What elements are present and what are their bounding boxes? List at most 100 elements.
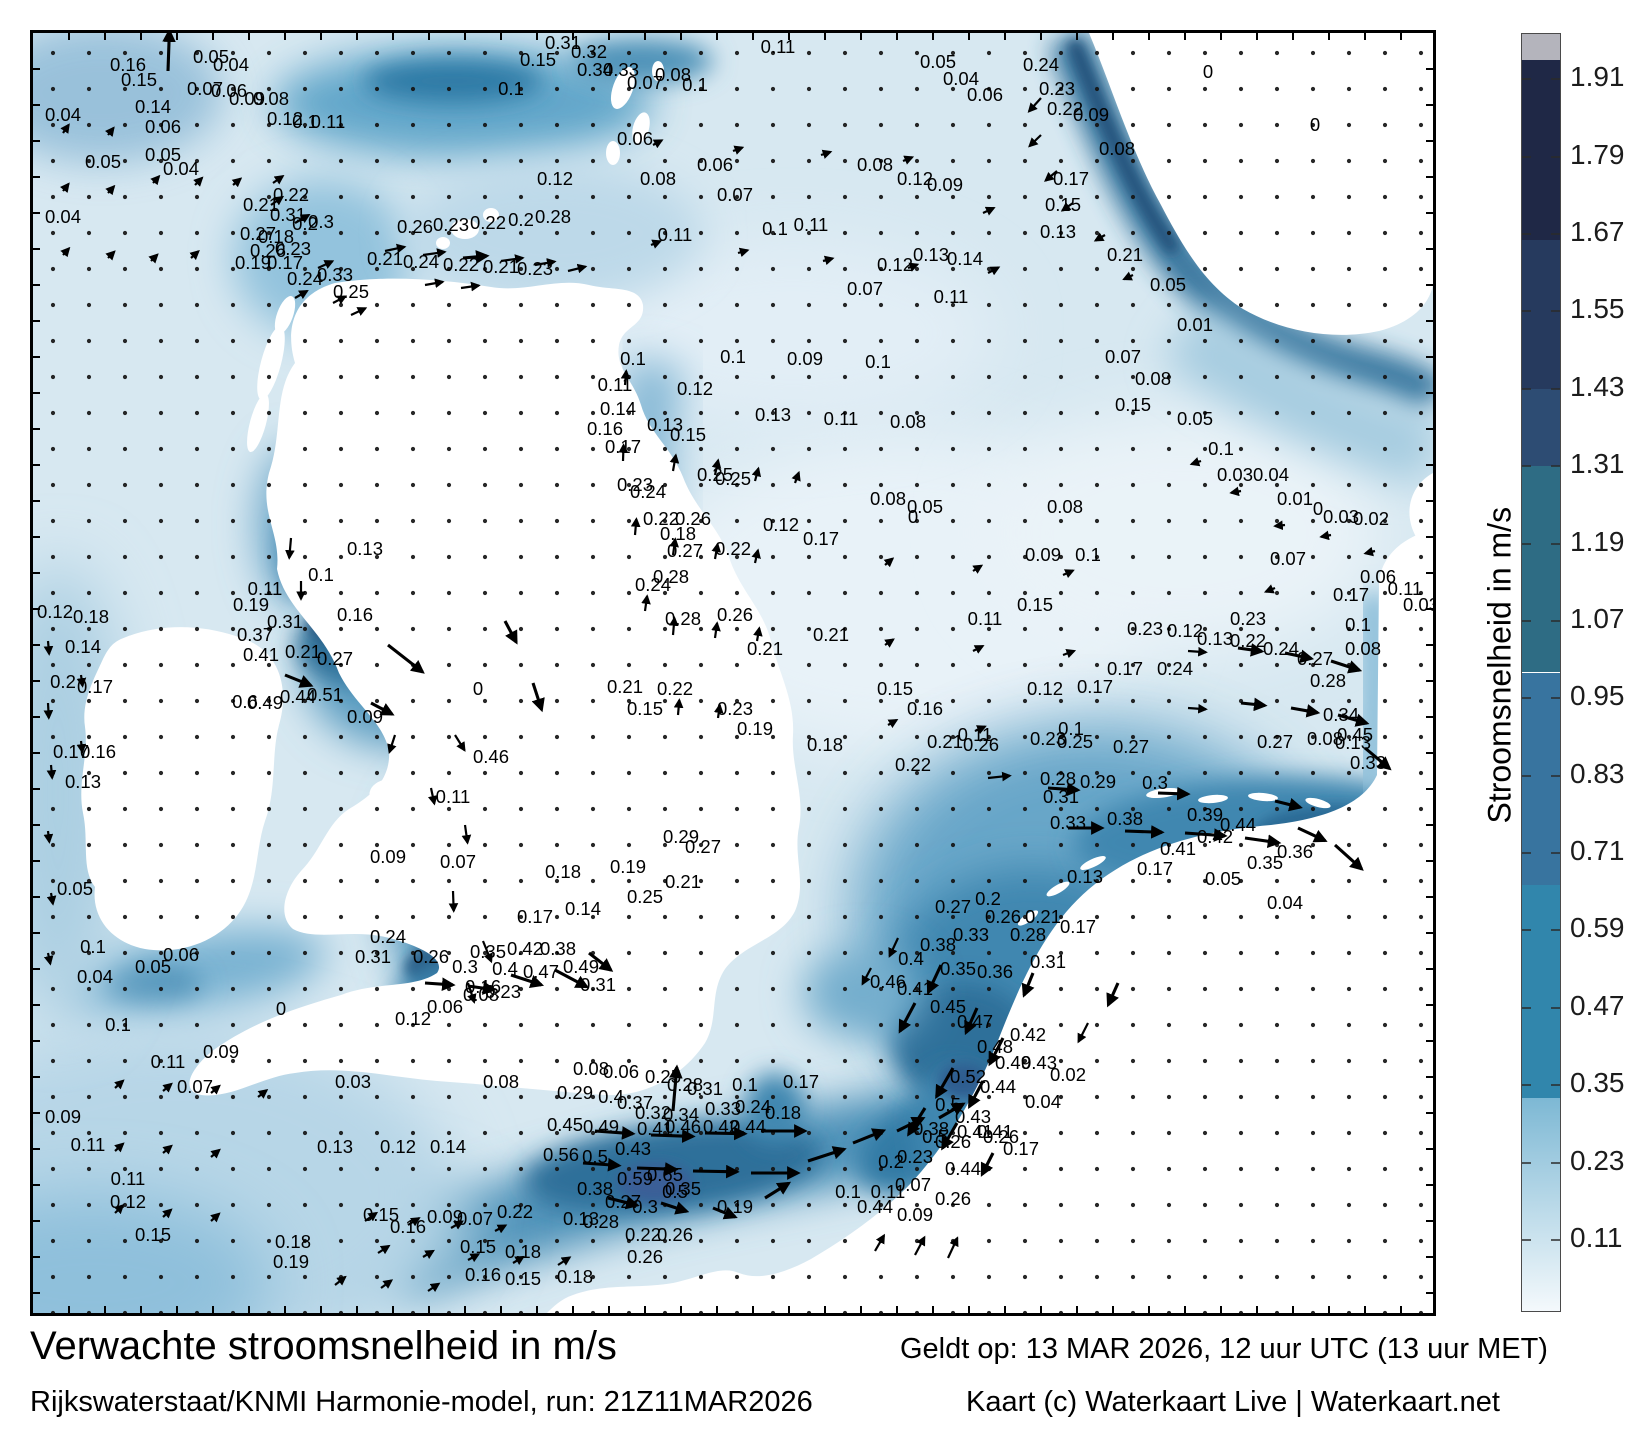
- svg-text:0.17: 0.17: [1003, 1138, 1039, 1159]
- svg-text:0.44: 0.44: [280, 686, 316, 707]
- svg-text:0.18: 0.18: [275, 1231, 311, 1252]
- svg-text:0.5: 0.5: [922, 1126, 948, 1147]
- svg-text:0.15: 0.15: [1017, 594, 1053, 615]
- svg-text:0.17: 0.17: [1053, 168, 1089, 189]
- svg-text:0.1: 0.1: [762, 218, 788, 239]
- svg-text:0.25: 0.25: [333, 281, 369, 302]
- colorbar-tick: [1551, 619, 1560, 622]
- valid-time-info: Geldt op: 13 MAR 2026, 12 uur UTC (13 uu…: [900, 1333, 1548, 1365]
- colorbar-tick: [1551, 310, 1560, 313]
- svg-text:0.04: 0.04: [1267, 892, 1303, 913]
- svg-text:0.41: 0.41: [897, 978, 933, 999]
- svg-text:0.4: 0.4: [492, 958, 518, 979]
- svg-text:0.4: 0.4: [898, 948, 924, 969]
- svg-text:0: 0: [473, 678, 483, 699]
- svg-text:0.18: 0.18: [807, 734, 843, 755]
- svg-text:0.16: 0.16: [465, 976, 501, 997]
- svg-text:0.17: 0.17: [53, 741, 89, 762]
- svg-text:0.21: 0.21: [813, 624, 849, 645]
- colorbar-segment: [1522, 59, 1560, 241]
- svg-text:0.06: 0.06: [697, 154, 733, 175]
- svg-text:0.14: 0.14: [947, 248, 983, 269]
- svg-text:0.5: 0.5: [935, 1094, 961, 1115]
- svg-text:0.22: 0.22: [643, 508, 679, 529]
- svg-text:0.12: 0.12: [1027, 678, 1063, 699]
- svg-text:0.14: 0.14: [565, 898, 601, 919]
- colorbar-overflow-cap: [1522, 34, 1560, 60]
- svg-text:0.25: 0.25: [697, 464, 733, 485]
- svg-text:0.38: 0.38: [913, 1118, 949, 1139]
- svg-text:0.27: 0.27: [667, 540, 703, 561]
- colorbar-tick: [1551, 929, 1560, 932]
- svg-text:0.23: 0.23: [617, 474, 653, 495]
- svg-text:0.22: 0.22: [625, 1224, 661, 1245]
- svg-text:0.09: 0.09: [787, 348, 823, 369]
- svg-text:0.01: 0.01: [1277, 488, 1313, 509]
- svg-text:0.1: 0.1: [620, 348, 646, 369]
- colorbar-segment: [1522, 388, 1560, 467]
- svg-text:0.13: 0.13: [563, 1208, 599, 1229]
- svg-text:0.05: 0.05: [145, 144, 181, 165]
- svg-text:0.19: 0.19: [235, 252, 271, 273]
- svg-text:0.06: 0.06: [617, 128, 653, 149]
- svg-text:0.28: 0.28: [667, 1074, 703, 1095]
- map-credit: Kaart (c) Waterkaart Live | Waterkaart.n…: [966, 1386, 1500, 1418]
- svg-text:0.11: 0.11: [871, 1181, 906, 1202]
- svg-text:0.59: 0.59: [617, 1168, 653, 1189]
- colorbar-tick-label: 0.47: [1570, 989, 1625, 1021]
- svg-text:0.18: 0.18: [557, 1266, 593, 1287]
- svg-text:0.45: 0.45: [930, 996, 966, 1017]
- svg-text:0.19: 0.19: [717, 1196, 753, 1217]
- svg-text:0.17: 0.17: [517, 906, 553, 927]
- svg-text:0.13: 0.13: [1335, 732, 1371, 753]
- svg-text:0.26: 0.26: [413, 946, 449, 967]
- svg-text:0.42: 0.42: [703, 1116, 739, 1137]
- svg-text:0.24: 0.24: [403, 251, 439, 272]
- svg-text:0.1: 0.1: [1058, 718, 1084, 739]
- svg-text:0.08: 0.08: [1135, 368, 1171, 389]
- svg-text:0.56: 0.56: [543, 1144, 579, 1165]
- svg-text:0.3: 0.3: [308, 211, 334, 232]
- svg-text:0.08: 0.08: [655, 64, 691, 85]
- svg-text:0.29: 0.29: [1080, 771, 1116, 792]
- svg-text:0.17: 0.17: [1333, 584, 1369, 605]
- svg-text:0.04: 0.04: [163, 158, 199, 179]
- svg-text:0.43: 0.43: [955, 1106, 991, 1127]
- svg-text:0.27: 0.27: [935, 896, 971, 917]
- svg-text:0.1: 0.1: [682, 74, 708, 95]
- svg-text:0.24: 0.24: [735, 1096, 771, 1117]
- svg-text:0.08: 0.08: [573, 1058, 609, 1079]
- svg-text:0.16: 0.16: [110, 54, 146, 75]
- svg-text:0: 0: [1313, 498, 1323, 519]
- svg-text:0.23: 0.23: [1030, 728, 1066, 749]
- svg-text:0.11: 0.11: [598, 374, 633, 395]
- svg-text:0.06: 0.06: [211, 80, 247, 101]
- svg-text:0.39: 0.39: [1187, 804, 1223, 825]
- svg-text:0.05: 0.05: [907, 496, 943, 517]
- svg-text:0.11: 0.11: [71, 1134, 106, 1155]
- svg-text:0.04: 0.04: [1025, 1091, 1061, 1112]
- svg-text:0.11: 0.11: [1388, 578, 1423, 599]
- svg-text:0.16: 0.16: [465, 1264, 501, 1285]
- svg-text:0.07: 0.07: [187, 78, 223, 99]
- svg-text:0.17: 0.17: [1107, 658, 1143, 679]
- svg-text:0.09: 0.09: [1073, 104, 1109, 125]
- svg-text:0.36: 0.36: [977, 961, 1013, 982]
- svg-text:0.1: 0.1: [1208, 438, 1234, 459]
- svg-text:0.16: 0.16: [80, 741, 116, 762]
- svg-text:0.15: 0.15: [670, 424, 706, 445]
- svg-text:0.12: 0.12: [395, 1008, 431, 1029]
- svg-text:0.09: 0.09: [203, 1041, 239, 1062]
- svg-text:0.18: 0.18: [73, 606, 109, 627]
- svg-text:0.08: 0.08: [1099, 138, 1135, 159]
- svg-text:0.47: 0.47: [957, 1011, 993, 1032]
- svg-text:0.41: 0.41: [957, 1121, 993, 1142]
- model-grid-dots: [33, 33, 1433, 1313]
- svg-text:0.27: 0.27: [605, 1191, 641, 1212]
- svg-text:0.33: 0.33: [1350, 752, 1386, 773]
- svg-text:0.12: 0.12: [897, 168, 933, 189]
- svg-text:0.24: 0.24: [1157, 658, 1193, 679]
- svg-text:0.05: 0.05: [1205, 868, 1241, 889]
- svg-text:0.2: 0.2: [508, 209, 534, 230]
- svg-text:0.09: 0.09: [897, 1204, 933, 1225]
